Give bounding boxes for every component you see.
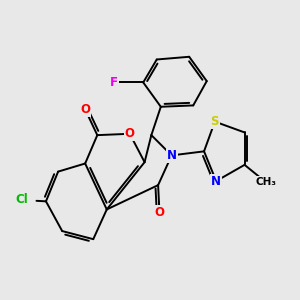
Text: Cl: Cl bbox=[15, 194, 28, 206]
Text: O: O bbox=[80, 103, 90, 116]
Text: S: S bbox=[211, 115, 219, 128]
Text: CH₃: CH₃ bbox=[256, 177, 277, 188]
Text: O: O bbox=[125, 127, 135, 140]
Text: N: N bbox=[167, 149, 177, 162]
Text: F: F bbox=[110, 76, 118, 89]
Text: O: O bbox=[154, 206, 164, 219]
Text: N: N bbox=[211, 175, 221, 188]
